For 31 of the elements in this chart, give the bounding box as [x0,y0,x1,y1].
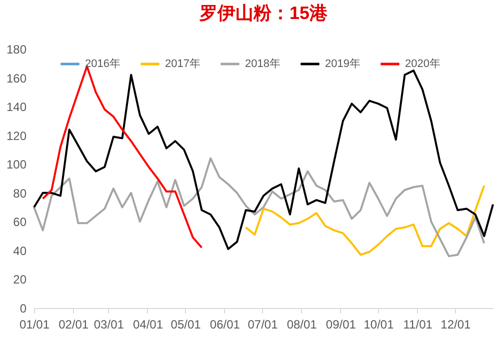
line-series [33,70,494,250]
y-tick-label: 120 [6,128,27,143]
x-tick-label: 04/01 [132,318,164,332]
legend-label: 2016年 [85,58,120,70]
y-tick-label: 40 [13,244,27,258]
x-tick-label: 11/01 [403,318,433,332]
x-tick-label: 07/01 [248,318,278,332]
x-tick-label: 06/01 [210,318,240,332]
y-tick-label: 60 [13,215,27,230]
chart-title: 罗伊山粉：15港 [198,3,329,23]
line-series [33,157,486,258]
legend-label: 2020年 [405,58,440,70]
y-tick-label: 180 [6,42,27,56]
x-tick-label: 03/01 [94,318,124,332]
x-tick-label: 01/01 [19,318,50,332]
line-series [244,184,486,256]
x-tick-label: 10/01 [364,318,394,332]
x-tick-label: 05/01 [170,318,202,332]
x-tick-label: 09/01 [326,318,356,332]
y-tick-label: 80 [13,186,27,200]
legend-label: 2017年 [165,58,200,70]
y-tick-label: 100 [6,158,27,172]
y-tick-label: 0 [20,302,27,316]
y-tick-label: 160 [6,71,27,86]
legend-label: 2019年 [325,58,360,70]
y-tick-label: 20 [13,272,27,287]
x-tick-label: 02/01 [58,318,89,332]
legend-label: 2018年 [245,58,280,70]
y-tick-label: 140 [6,100,27,114]
x-tick-label: 08/01 [286,318,318,332]
x-tick-label: 12/01 [440,318,472,332]
